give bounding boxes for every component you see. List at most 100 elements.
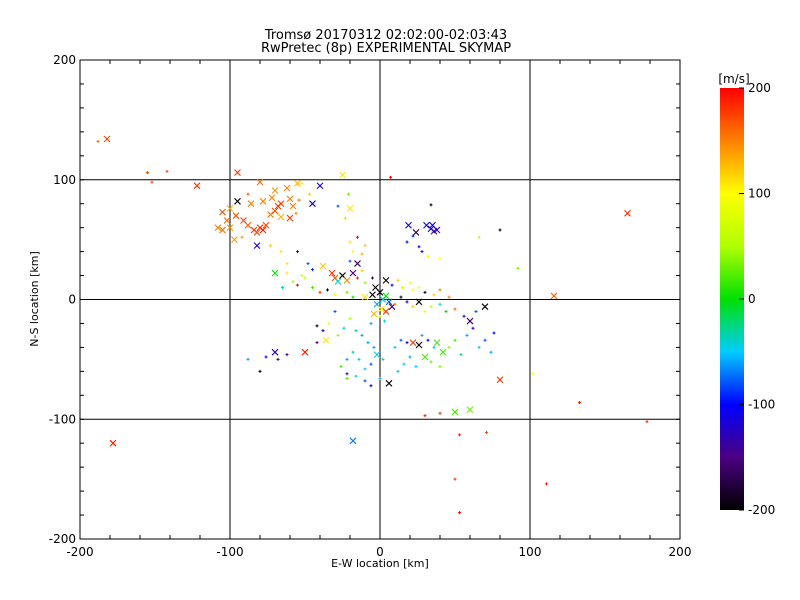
data-point-plus — [645, 420, 649, 424]
y-tick-label: -200 — [49, 532, 76, 546]
data-point-plus — [165, 169, 169, 173]
data-point-plus — [300, 181, 304, 185]
colorbar-tick-label: 0 — [748, 292, 756, 306]
data-point-plus — [477, 235, 481, 239]
data-point-plus — [297, 198, 301, 202]
colorbar-tick-label: -200 — [748, 503, 775, 517]
data-point-plus — [458, 433, 461, 437]
data-point-x — [385, 379, 393, 387]
data-point-plus — [453, 338, 457, 342]
data-point-plus — [345, 377, 349, 381]
data-point-plus — [258, 369, 262, 373]
x-tick-label: 200 — [669, 545, 692, 559]
data-point-plus — [311, 268, 314, 272]
data-point-plus — [444, 309, 448, 313]
data-point-plus — [426, 254, 430, 258]
data-point-plus — [408, 355, 412, 359]
data-point-x — [267, 211, 274, 218]
data-point-plus — [336, 333, 340, 337]
data-point-plus — [381, 357, 385, 361]
data-point-x — [429, 221, 436, 229]
data-point-plus — [363, 244, 367, 248]
data-point-x — [369, 291, 376, 299]
data-point-plus — [423, 290, 427, 294]
data-point-plus — [477, 345, 481, 349]
data-point-x — [405, 221, 412, 229]
data-point-plus — [402, 362, 406, 366]
data-point-x — [286, 195, 294, 203]
data-point-plus — [333, 309, 337, 313]
data-point-plus — [498, 228, 502, 232]
data-point-plus — [291, 280, 295, 284]
x-axis-label: E-W location [km] — [331, 557, 429, 570]
colorbar-tick-label: 100 — [748, 187, 771, 201]
chart-subtitle: RwPretec (8p) EXPERIMENTAL SKYMAP — [261, 41, 511, 56]
data-point-plus — [326, 288, 329, 292]
data-point-x — [232, 212, 240, 220]
data-point-x — [247, 200, 255, 208]
data-point-plus — [462, 314, 466, 318]
data-point-x — [339, 171, 346, 179]
x-tick-label: 100 — [519, 545, 542, 559]
data-point-plus — [348, 259, 352, 263]
data-point-x — [262, 221, 270, 229]
data-point-x — [412, 229, 420, 236]
data-point-plus — [483, 338, 487, 342]
data-point-plus — [318, 290, 322, 294]
data-point-plus — [333, 293, 337, 297]
data-point-x — [382, 276, 390, 284]
x-tick-label: -100 — [216, 545, 243, 559]
data-point-plus — [327, 321, 331, 325]
data-point-plus — [447, 295, 451, 299]
data-point-plus — [96, 139, 100, 143]
data-point-plus — [492, 331, 496, 335]
data-point-x — [349, 269, 357, 277]
data-point-plus — [545, 482, 548, 486]
data-point-plus — [342, 326, 346, 330]
data-point-x — [361, 293, 369, 301]
x-tick-label: -200 — [66, 545, 93, 559]
data-point-plus — [578, 400, 581, 404]
data-point-plus — [285, 262, 289, 266]
data-point-plus — [363, 367, 367, 371]
colorbar-ticks: 200 100 0 -100 -200 — [739, 81, 775, 517]
data-point-x — [277, 213, 285, 221]
data-point-plus — [489, 350, 493, 354]
data-point-x — [103, 135, 111, 143]
data-point-plus — [401, 286, 404, 290]
data-point-plus — [345, 357, 349, 361]
data-point-plus — [408, 281, 412, 285]
data-point-plus — [429, 203, 433, 207]
data-point-x — [439, 348, 447, 356]
data-point-plus — [372, 345, 376, 349]
data-point-plus — [438, 365, 442, 369]
data-point-plus — [354, 329, 358, 333]
data-point-plus — [411, 234, 415, 238]
data-point-x — [234, 197, 241, 205]
data-point-plus — [420, 250, 424, 254]
y-tick-label: 100 — [53, 173, 76, 187]
data-point-plus — [378, 314, 382, 318]
data-point-plus — [357, 357, 361, 361]
data-point-plus — [369, 321, 373, 325]
data-point-plus — [438, 302, 442, 306]
data-point-plus — [383, 319, 386, 323]
data-point-plus — [405, 300, 409, 304]
data-point-plus — [360, 333, 364, 337]
data-point-plus — [240, 235, 244, 239]
data-point-plus — [321, 329, 325, 333]
data-point-x — [234, 169, 241, 176]
data-point-plus — [339, 365, 343, 369]
data-point-x — [415, 341, 423, 349]
data-point-x — [271, 207, 279, 215]
data-point-plus — [471, 326, 475, 330]
data-point-x — [385, 298, 393, 306]
data-point-plus — [485, 430, 488, 434]
y-tick-label: 0 — [68, 293, 76, 307]
data-point-x — [259, 226, 267, 234]
data-point-plus — [393, 345, 397, 349]
data-point-plus — [438, 288, 442, 292]
data-point-x — [349, 437, 357, 445]
data-point-plus — [345, 372, 349, 376]
